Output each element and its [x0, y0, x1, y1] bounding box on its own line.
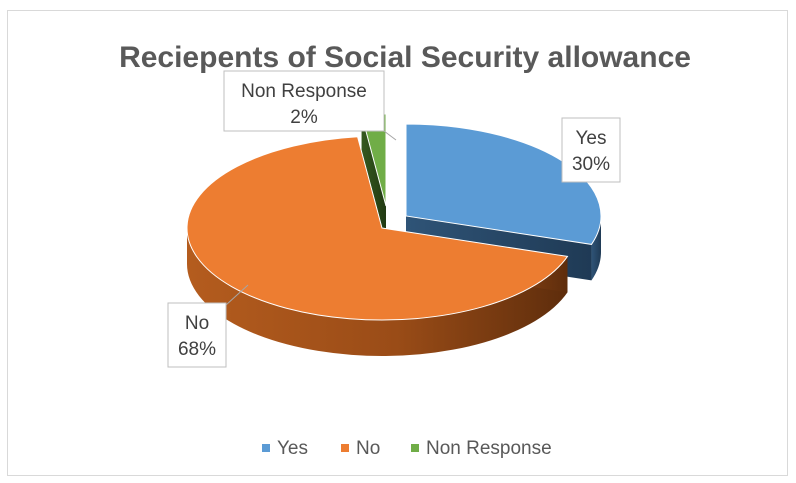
data-label-box — [561, 117, 621, 183]
pie-slice-side — [187, 228, 568, 356]
chart-title: Reciepents of Social Security allowance — [119, 41, 691, 74]
data-label-category: No — [185, 313, 209, 334]
data-label-category: Yes — [576, 128, 607, 149]
data-label-no: No 68% — [167, 284, 249, 368]
data-label-value: 30% — [572, 154, 610, 175]
leader-line — [383, 130, 397, 141]
data-label-value: 68% — [178, 339, 216, 360]
data-label-category: Non Response — [241, 81, 367, 102]
pie-slice-cut-face — [361, 114, 386, 242]
legend-label: Yes — [277, 438, 308, 459]
legend-item-non-response: Non Response — [411, 438, 552, 459]
pie-slice-no — [186, 136, 569, 356]
legend-swatch — [262, 444, 270, 452]
pie-slice-side — [591, 216, 601, 281]
data-label-box — [167, 302, 227, 368]
pie-slice-top — [186, 136, 569, 321]
data-label-non-response: Non Response 2% — [223, 70, 397, 141]
legend: Yes No Non Response — [262, 438, 552, 459]
legend-swatch — [411, 444, 419, 452]
legend-item-no: No — [341, 438, 380, 459]
legend-label: Non Response — [426, 438, 552, 459]
data-label-box — [223, 70, 385, 132]
legend-item-yes: Yes — [262, 438, 308, 459]
legend-label: No — [356, 438, 380, 459]
data-label-yes: Yes 30% — [561, 117, 621, 183]
data-label-value: 2% — [290, 107, 318, 128]
leader-line — [225, 284, 249, 306]
legend-swatch — [341, 444, 349, 452]
